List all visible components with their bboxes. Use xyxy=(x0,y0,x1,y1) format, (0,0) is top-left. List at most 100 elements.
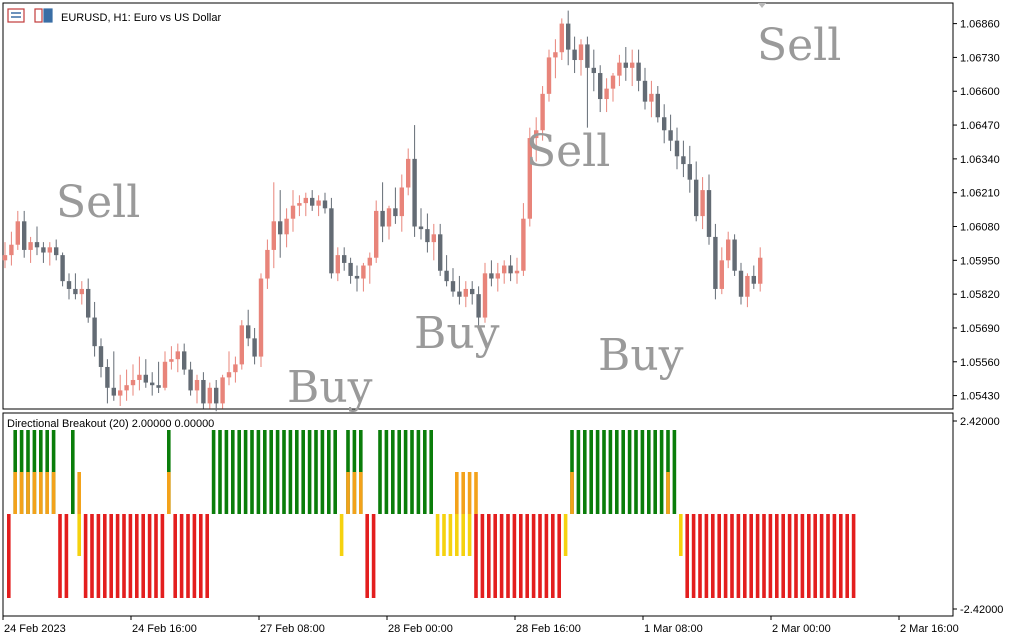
histogram-bar xyxy=(659,430,664,514)
histogram-bar xyxy=(186,514,190,598)
histogram-bar xyxy=(371,514,376,598)
candle xyxy=(150,372,155,396)
candle xyxy=(130,364,136,396)
histogram-bar xyxy=(167,472,171,514)
histogram-bar xyxy=(77,472,81,514)
histogram-bar xyxy=(83,514,88,598)
indicator-axis-label: -2.42000 xyxy=(960,604,1003,616)
histogram-bar xyxy=(32,472,37,514)
histogram-bar xyxy=(199,514,203,598)
histogram-bar xyxy=(461,514,465,556)
histogram-bar xyxy=(333,430,337,514)
histogram-bar xyxy=(71,430,75,514)
histogram-bar xyxy=(467,514,472,556)
histogram-bar xyxy=(608,430,613,514)
candle xyxy=(418,208,424,240)
price-axis-label: 1.05560 xyxy=(960,357,1000,369)
candle xyxy=(162,351,168,391)
candle xyxy=(310,190,315,211)
histogram-bar xyxy=(295,430,299,514)
candle xyxy=(297,195,302,217)
signal-arrow-icon xyxy=(758,3,766,8)
price-axis-label: 1.06080 xyxy=(960,222,1000,234)
candle xyxy=(502,260,507,284)
histogram-bar xyxy=(461,472,465,514)
price-axis[interactable]: 1.06860 1.06730 1.06600 1.06470 1.06340 1.062… xyxy=(953,19,1000,403)
candle xyxy=(322,192,328,214)
histogram-bar xyxy=(237,430,241,514)
candle xyxy=(73,273,78,300)
candle xyxy=(2,242,8,269)
candle xyxy=(220,374,225,409)
histogram-bar xyxy=(64,514,69,598)
indicator-axis[interactable]: 2.42000 -2.42000 xyxy=(953,416,1003,616)
histogram-bar xyxy=(455,514,459,556)
histogram-bar xyxy=(467,472,472,514)
histogram-bar xyxy=(365,514,369,598)
candle xyxy=(258,273,264,367)
histogram-bar xyxy=(839,514,843,598)
histogram-bar xyxy=(640,430,645,514)
histogram-bar xyxy=(26,472,30,514)
candle xyxy=(540,86,545,141)
candle xyxy=(316,195,321,217)
candle xyxy=(214,379,219,412)
candle xyxy=(738,262,744,305)
histogram-bar xyxy=(730,514,734,598)
histogram-bar xyxy=(717,514,721,598)
price-axis-label: 1.06470 xyxy=(960,120,1000,132)
histogram-bar xyxy=(384,430,389,514)
symbol-pair-icon[interactable] xyxy=(34,8,53,23)
candle xyxy=(226,351,232,386)
candle xyxy=(732,234,737,276)
candle xyxy=(348,257,353,284)
candle xyxy=(514,257,520,284)
histogram-bar xyxy=(800,514,805,598)
histogram-bar xyxy=(455,472,459,514)
candle xyxy=(674,127,680,170)
candle xyxy=(700,177,705,230)
histogram-bar xyxy=(397,430,401,514)
candle xyxy=(713,223,718,300)
candle xyxy=(482,262,488,323)
histogram-bar xyxy=(832,514,837,598)
histogram-bar xyxy=(570,472,574,514)
candle xyxy=(668,114,673,152)
candle xyxy=(751,265,756,289)
candle xyxy=(374,200,379,263)
candle xyxy=(630,49,635,87)
histogram-bar xyxy=(160,514,165,598)
histogram-bar xyxy=(135,514,139,598)
histogram-bar xyxy=(19,472,24,514)
price-axis-label: 1.05430 xyxy=(960,391,1000,403)
signal-label-sell: Sell xyxy=(526,126,610,177)
histogram-bar xyxy=(794,514,798,598)
price-pane[interactable] xyxy=(2,2,954,410)
histogram-bar xyxy=(736,514,741,598)
histogram-bar xyxy=(691,514,696,598)
histogram-bar xyxy=(403,430,408,514)
candle xyxy=(566,10,571,66)
candle xyxy=(329,197,334,279)
histogram-bar xyxy=(39,472,43,514)
histogram-bar xyxy=(90,514,94,598)
directional-breakout-histogram xyxy=(7,430,856,598)
candle xyxy=(463,281,468,308)
histogram-bar xyxy=(743,514,747,598)
price-axis-label: 1.06210 xyxy=(960,188,1000,200)
histogram-bar xyxy=(698,514,702,598)
candle xyxy=(489,260,494,287)
candle xyxy=(284,208,289,248)
histogram-bar xyxy=(320,430,325,514)
candle xyxy=(41,242,46,263)
histogram-bar xyxy=(762,514,766,598)
chart-window-icon[interactable] xyxy=(7,8,25,23)
histogram-bar xyxy=(359,472,363,514)
histogram-bar xyxy=(13,472,17,514)
candlestick-series xyxy=(2,10,763,412)
time-axis[interactable]: 24 Feb 2023 24 Feb 16:00 27 Feb 08:00 28 Fe… xyxy=(2,616,959,635)
histogram-bar xyxy=(634,430,638,514)
histogram-bar xyxy=(58,514,62,598)
histogram-bar xyxy=(224,430,229,514)
